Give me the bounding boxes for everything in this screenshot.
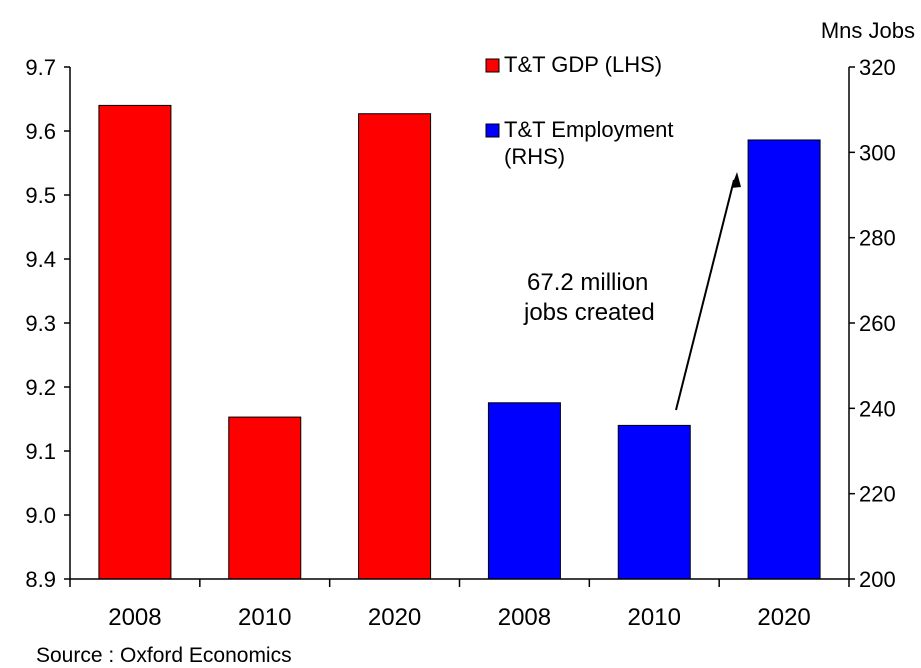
- category-label: 2020: [368, 604, 421, 631]
- annotation-line2: jobs created: [523, 299, 655, 326]
- annotation-arrow-head: [731, 172, 741, 188]
- jobs-created-annotation: 67.2 million jobs created: [523, 172, 741, 411]
- left-axis-tick-label: 9.5: [25, 183, 56, 208]
- right-axis-unit-label: Mns Jobs: [821, 18, 915, 43]
- right-axis-tick-label: 220: [859, 482, 896, 507]
- right-axis-tick-label: 320: [859, 55, 896, 80]
- category-label: 2020: [757, 604, 810, 631]
- gdp-bar-2020: [358, 113, 432, 580]
- tick-labels-layer: 9.7 9.6 9.5 9.4 9.3 9.2 9.1 9.0 8.9 320 300 280 260 2…: [25, 55, 895, 592]
- left-axis-tick-label: 9.4: [25, 247, 56, 272]
- category-label: 2008: [108, 604, 161, 631]
- right-axis-tick-label: 200: [859, 567, 896, 592]
- bars-layer: [98, 104, 821, 580]
- left-axis-tick-label: 9.2: [25, 375, 56, 400]
- legend: T&T GDP (LHS) T&T Employment (RHS): [485, 52, 674, 169]
- legend-swatch-gdp: [485, 58, 500, 73]
- source-note: Source : Oxford Economics: [36, 644, 292, 667]
- legend-label-gdp: T&T GDP (LHS): [504, 52, 662, 77]
- gdp-bar-2010: [228, 416, 302, 580]
- axes-layer: [64, 66, 855, 587]
- right-axis-tick-label: 240: [859, 396, 896, 421]
- legend-label-employment-line2: (RHS): [504, 144, 565, 169]
- left-axis-tick-label: 8.9: [25, 567, 56, 592]
- gdp-bar-2008: [98, 104, 172, 580]
- legend-swatch-employment: [485, 123, 500, 138]
- left-axis-tick-label: 9.1: [25, 439, 56, 464]
- employment-bar-2010: [617, 424, 691, 580]
- annotation-line1: 67.2 million: [527, 269, 648, 296]
- category-label: 2010: [238, 604, 291, 631]
- category-label: 2010: [628, 604, 681, 631]
- category-labels-layer: 2008 2010 2020 2008 2010 2020: [108, 604, 811, 631]
- left-axis-tick-label: 9.6: [25, 119, 56, 144]
- employment-bar-2008: [487, 402, 561, 580]
- left-axis-tick-label: 9.3: [25, 311, 56, 336]
- employment-bar-2020: [747, 139, 821, 580]
- left-axis-tick-label: 9.0: [25, 503, 56, 528]
- right-axis-tick-label: 280: [859, 226, 896, 251]
- legend-label-employment-line1: T&T Employment: [504, 117, 674, 142]
- right-axis-tick-label: 260: [859, 311, 896, 336]
- left-axis-tick-label: 9.7: [25, 55, 56, 80]
- annotation-arrow-line: [675, 179, 735, 411]
- right-axis-tick-label: 300: [859, 140, 896, 165]
- category-label: 2008: [498, 604, 551, 631]
